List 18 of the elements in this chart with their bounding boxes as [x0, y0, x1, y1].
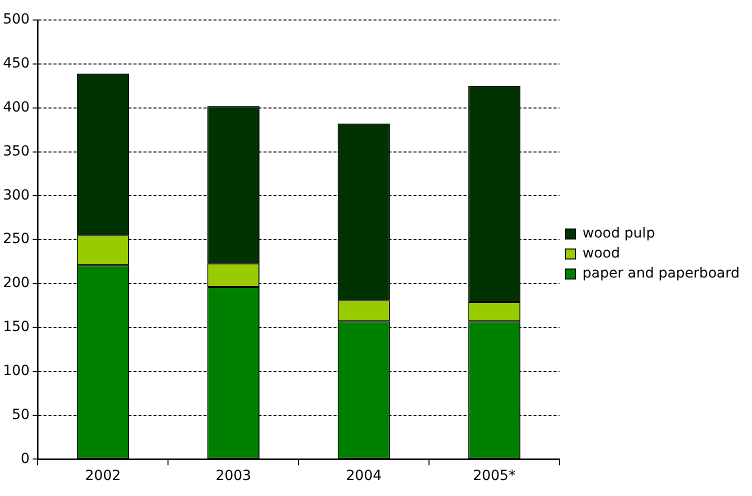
- legend-label: wood: [582, 246, 620, 262]
- legend-label: wood pulp: [582, 226, 656, 242]
- y-tick-label: 150: [2, 319, 30, 336]
- y-tick-label: 0: [20, 450, 30, 467]
- y-tick-label: 100: [2, 363, 30, 379]
- y-tick-label: 200: [2, 275, 30, 292]
- x-tick-label: 2002: [85, 468, 121, 484]
- y-tick-label: 300: [2, 187, 30, 204]
- y-tick-label: 350: [2, 143, 30, 160]
- y-tick-label: 450: [2, 56, 30, 72]
- y-tick-label: 500: [2, 12, 30, 28]
- x-tick-label: 2004: [346, 468, 382, 484]
- y-tick-label: 400: [2, 99, 30, 116]
- x-tick-label: 2003: [216, 468, 252, 484]
- legend-label: paper and paperboard: [582, 266, 740, 282]
- y-tick-label: 50: [12, 406, 30, 423]
- y-tick-label: 250: [2, 231, 30, 248]
- x-tick-label: 2005*: [472, 468, 516, 484]
